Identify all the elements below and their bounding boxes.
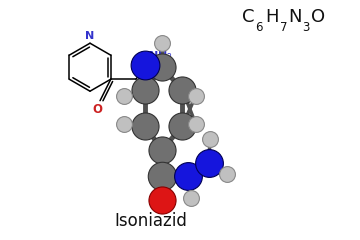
Point [180,124,185,128]
Point [142,88,148,92]
Text: H: H [265,8,279,26]
Point [193,94,198,98]
Text: O: O [92,102,102,116]
Point [159,198,165,202]
Point [159,41,165,45]
Point [180,88,185,92]
Point [121,122,126,126]
Text: H: H [141,76,148,86]
Point [142,124,148,128]
Text: N: N [136,72,147,85]
Text: Isoniazid: Isoniazid [115,212,188,230]
Text: NH$_2$: NH$_2$ [148,49,172,63]
Point [159,174,165,178]
Point [185,174,191,178]
Point [142,63,148,67]
Point [193,122,198,126]
Text: C: C [242,8,255,26]
Text: N: N [85,31,95,41]
Text: O: O [311,8,325,26]
Point [159,65,165,69]
Point [206,161,212,165]
Point [188,196,194,200]
Text: 6: 6 [256,21,263,34]
Text: 7: 7 [280,21,287,34]
Text: 3: 3 [302,21,310,34]
Text: N: N [288,8,302,26]
Point [159,148,165,152]
Point [207,137,213,141]
Point [224,172,230,176]
Point [121,94,126,98]
